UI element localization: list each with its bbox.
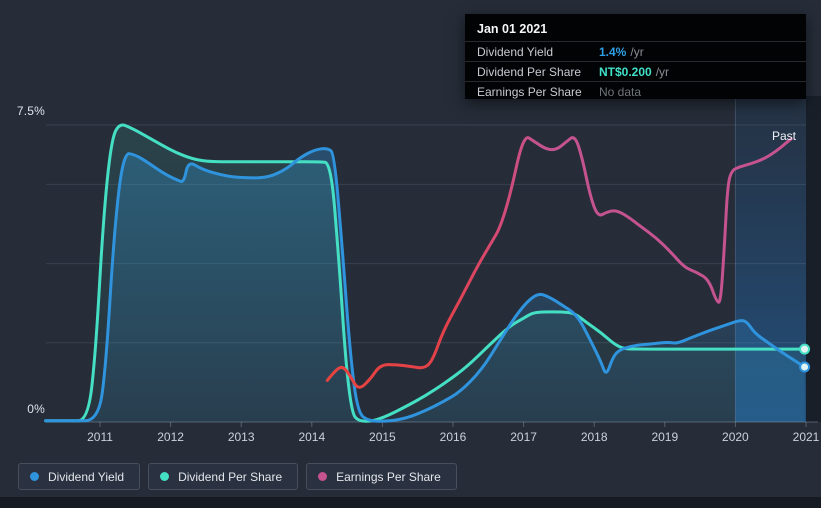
legend-item-label: Earnings Per Share <box>336 469 441 484</box>
x-tick-label-2013: 2013 <box>227 430 255 444</box>
tooltip-row-unit: /yr <box>655 64 670 79</box>
tooltip-row-value: 1.4% <box>599 44 627 59</box>
tooltip-row-label: Dividend Per Share <box>477 64 582 79</box>
series-line-dividend-per-share <box>44 123 807 423</box>
tooltip-row-label: Dividend Yield <box>477 44 554 59</box>
right-edge-strip <box>806 96 821 422</box>
x-tick-label-2019: 2019 <box>651 430 679 444</box>
tooltip-row-value: No data <box>599 84 642 99</box>
series-line-earnings-per-share <box>325 136 793 389</box>
x-tick-label-2020: 2020 <box>722 430 749 444</box>
legend-item-dividend-per-share[interactable]: Dividend Per Share <box>148 463 299 490</box>
legend-item-dividend-yield[interactable]: Dividend Yield <box>18 463 141 490</box>
series-fill-dividend-per-share <box>45 125 805 422</box>
past-period-label: Past <box>772 129 797 143</box>
series-line-dividend-yield <box>44 147 807 423</box>
tooltip-row-earnings-per-share: Earnings Per Share No data <box>465 81 806 101</box>
tooltip-date: Jan 01 2021 <box>477 22 548 36</box>
y-axis-label-min: 0% <box>27 402 45 416</box>
chart-plot-area[interactable] <box>0 0 821 455</box>
chart-tooltip: Jan 01 2021 Dividend Yield 1.4%/yr Dividen… <box>465 14 806 99</box>
legend-dot-icon <box>30 472 39 481</box>
tooltip-row-unit: /yr <box>630 44 644 59</box>
legend-dot-icon <box>160 472 170 481</box>
x-tick-label-2017: 2017 <box>510 430 537 444</box>
legend-dot-icon <box>318 472 328 481</box>
x-tick-label-2015: 2015 <box>369 430 396 444</box>
x-tick-label-2012: 2012 <box>157 430 184 444</box>
x-tick-label-2018: 2018 <box>580 430 608 444</box>
chart-legend: Dividend Yield Dividend Per Share Earnings… <box>18 463 457 490</box>
bottom-strip <box>0 497 821 508</box>
legend-item-earnings-per-share[interactable]: Earnings Per Share <box>306 463 457 490</box>
series-end-marker-dividend-per-share <box>799 343 811 355</box>
y-axis-label-max: 7.5% <box>16 104 45 118</box>
x-tick-label-2014: 2014 <box>298 430 326 444</box>
tooltip-row-label: Earnings Per Share <box>477 84 582 99</box>
tooltip-rows: Dividend Yield 1.4%/yr Dividend Per Share N… <box>465 41 806 101</box>
x-tick-label-2011: 2011 <box>87 430 113 444</box>
tooltip-row-value: NT$0.200 <box>599 64 652 79</box>
x-tick-label-2016: 2016 <box>439 430 467 444</box>
series-end-marker-dividend-yield <box>799 361 811 373</box>
legend-item-label: Dividend Yield <box>48 469 125 484</box>
tooltip-row-dividend-yield: Dividend Yield 1.4%/yr <box>465 41 806 61</box>
legend-item-label: Dividend Per Share <box>178 469 283 484</box>
tooltip-row-dividend-per-share: Dividend Per Share NT$0.200/yr <box>465 61 806 81</box>
x-tick-label-2021: 2021 <box>792 430 820 444</box>
